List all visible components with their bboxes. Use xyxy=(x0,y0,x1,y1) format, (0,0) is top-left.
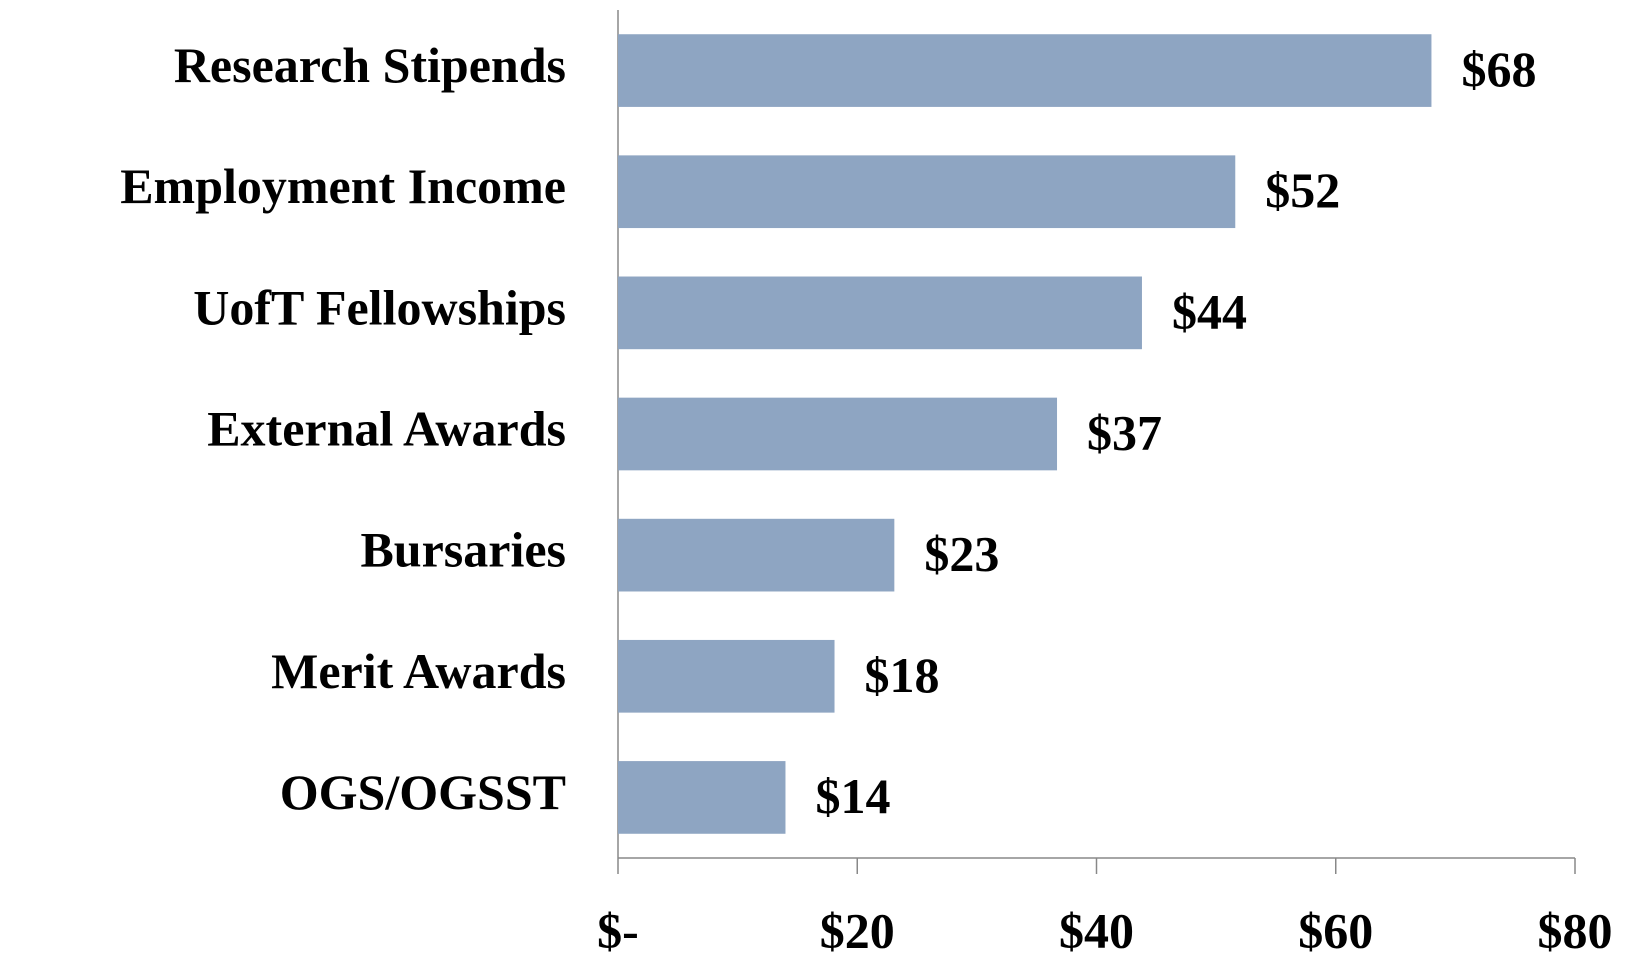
value-label: $37 xyxy=(1087,404,1162,460)
bar xyxy=(618,761,786,834)
x-tick-label: $80 xyxy=(1538,902,1613,958)
y-tick-label: Bursaries xyxy=(360,522,566,578)
value-label: $52 xyxy=(1265,162,1340,218)
value-label: $18 xyxy=(865,647,940,703)
x-tick-label: $40 xyxy=(1059,902,1134,958)
bar xyxy=(618,518,895,592)
x-tick-label: $20 xyxy=(820,902,895,958)
y-tick-label: Research Stipends xyxy=(174,37,566,93)
y-tick-label: UofT Fellowships xyxy=(193,279,566,335)
y-tick-label: External Awards xyxy=(207,400,566,456)
bar xyxy=(618,639,835,713)
bar xyxy=(618,155,1236,229)
bar xyxy=(618,397,1058,471)
bar xyxy=(618,34,1432,107)
value-label: $14 xyxy=(815,768,890,824)
value-label: $44 xyxy=(1172,283,1247,339)
y-tick-label: Employment Income xyxy=(120,158,566,214)
bar xyxy=(618,276,1142,350)
y-tick-label: OGS/OGSST xyxy=(280,764,566,820)
value-label: $23 xyxy=(924,526,999,582)
x-tick-label: $- xyxy=(597,902,639,958)
y-tick-label: Merit Awards xyxy=(271,643,566,699)
x-tick-label: $60 xyxy=(1298,902,1373,958)
value-label: $68 xyxy=(1461,41,1536,97)
